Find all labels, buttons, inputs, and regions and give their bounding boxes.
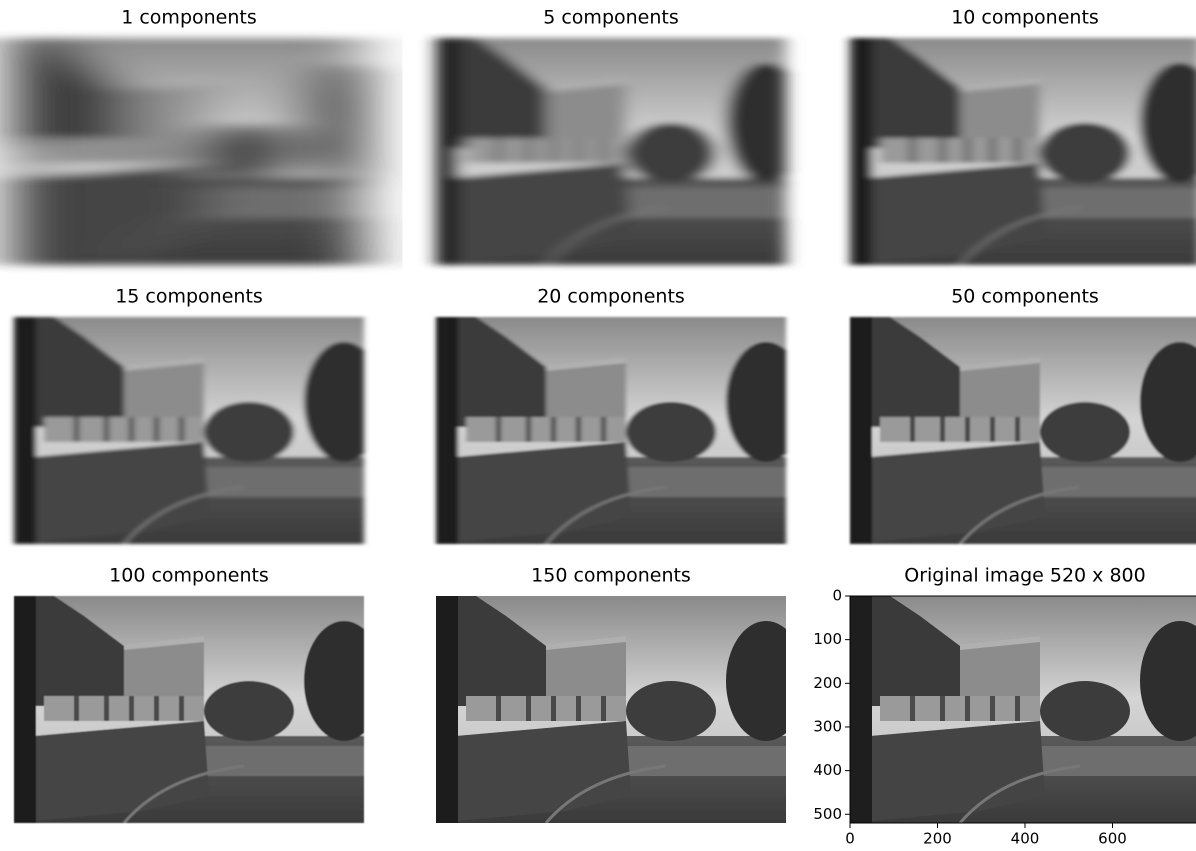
panel-title: 15 components	[115, 286, 263, 308]
y-tick-label: 100	[813, 630, 842, 648]
panel-image	[850, 38, 1196, 265]
panel-title: 100 components	[109, 565, 269, 587]
panel-title: 5 components	[543, 7, 679, 29]
panel-title: 1 components	[121, 7, 257, 29]
panel-title: 50 components	[951, 286, 1099, 308]
y-tick-label: 200	[813, 674, 842, 692]
x-tick-label: 600	[1098, 830, 1127, 848]
panel-image	[436, 317, 786, 544]
x-tick-label: 200	[923, 830, 952, 848]
panel-title: Original image 520 x 800	[904, 565, 1145, 587]
panel-image	[436, 38, 786, 265]
panel-image	[14, 596, 364, 823]
panel-title: 20 components	[537, 286, 685, 308]
panel-image	[14, 38, 364, 265]
y-tick-label: 0	[832, 587, 842, 605]
panel-image	[14, 317, 364, 544]
x-tick-label: 0	[845, 830, 855, 848]
y-tick-label: 400	[813, 761, 842, 779]
panel-image	[850, 317, 1196, 544]
panel-image	[436, 596, 786, 823]
panel-title: 150 components	[531, 565, 691, 587]
y-tick-label: 500	[813, 805, 842, 823]
panel-image	[850, 596, 1196, 823]
panel-title: 10 components	[951, 7, 1099, 29]
y-tick-label: 300	[813, 717, 842, 735]
x-tick-label: 400	[1011, 830, 1040, 848]
